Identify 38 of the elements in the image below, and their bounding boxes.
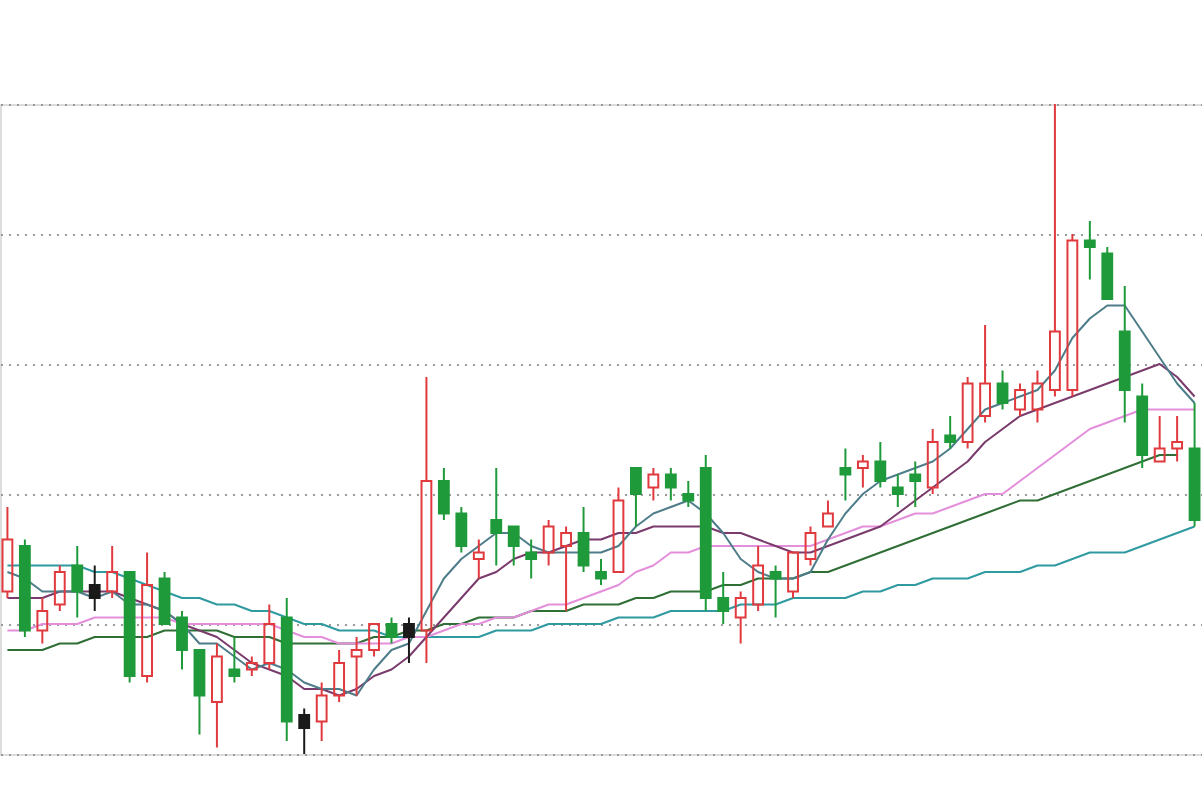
candlestick [36, 597, 49, 645]
candlestick [1049, 103, 1061, 398]
candlestick [525, 538, 538, 580]
candlestick [874, 441, 887, 489]
candlestick [228, 636, 241, 684]
candlestick [891, 473, 904, 508]
candlestick [979, 324, 991, 424]
candlestick [455, 506, 468, 554]
candlestick [1188, 402, 1201, 528]
candlestick [1171, 415, 1184, 463]
candlestick [88, 564, 101, 612]
candlestick [280, 597, 293, 742]
candlestick [1083, 220, 1096, 281]
candlestick [961, 376, 974, 450]
candlestick [71, 545, 84, 619]
candlestick [839, 447, 852, 502]
candlestick [1118, 285, 1131, 424]
candlestick [211, 642, 223, 749]
candlestick [856, 454, 869, 489]
candlestick [1066, 233, 1079, 398]
candlestick [909, 460, 922, 508]
candlestick [315, 681, 328, 742]
candlestick [1031, 369, 1044, 424]
candlestick [647, 467, 660, 502]
candlestick [542, 519, 555, 567]
candlestick [717, 571, 730, 625]
candlestick [699, 454, 712, 612]
candlestick [996, 369, 1009, 411]
candlestick [1136, 382, 1149, 469]
candlestick [420, 376, 433, 664]
candlestick [944, 415, 957, 450]
candlestick [664, 467, 677, 502]
candlestick [472, 538, 485, 580]
candlestick [490, 467, 503, 567]
candlestick [263, 603, 276, 671]
candlestick [176, 610, 188, 671]
candlestick [350, 636, 363, 697]
candlestick [141, 551, 153, 684]
